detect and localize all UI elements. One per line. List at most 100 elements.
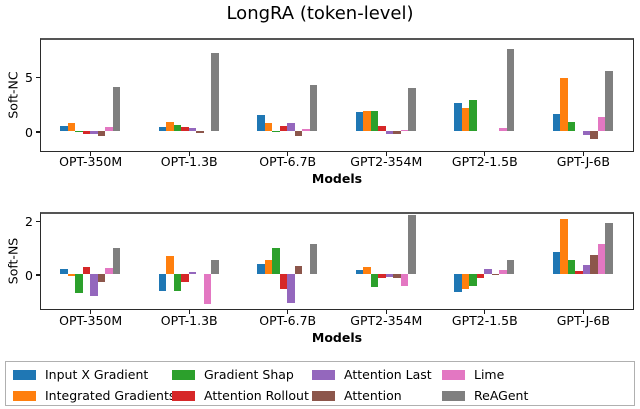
bar-input-x-gradient-gpt-j-6b: [552, 114, 561, 132]
bar-attention-rollout-opt-1-3b: [181, 274, 189, 282]
bar-attention-gpt-j-6b: [590, 131, 598, 139]
x-tick-mark: [582, 152, 584, 156]
x-tick-label-gpt2-1-5b: GPT2-1.5B: [451, 154, 518, 169]
x-tick-mark: [287, 152, 289, 156]
bar-gradient-shap-gpt2-1-5b: [469, 99, 477, 132]
bar-attention-last-opt-1-3b: [188, 272, 197, 275]
bar-reagent-opt-6-7b: [309, 243, 318, 275]
legend-label-lime: Lime: [474, 367, 505, 382]
legend-item-gradient-shap: Gradient Shap: [172, 368, 294, 382]
bar-integrated-gradients-opt-1-3b: [166, 122, 174, 132]
x-tick-label-opt-6-7b: OPT-6.7B: [259, 313, 317, 328]
x-tick-label-opt-350m: OPT-350M: [59, 313, 123, 328]
bar-integrated-gradients-gpt-j-6b: [560, 219, 568, 275]
bar-integrated-gradients-gpt2-354m: [363, 266, 371, 275]
bar-attention-last-opt-6-7b: [287, 274, 295, 303]
legend-swatch-attention-rollout: [172, 391, 195, 401]
bar-integrated-gradients-gpt2-1-5b: [461, 274, 470, 290]
y-tick-mark: [36, 77, 40, 79]
legend-item-reagent: ReAGent: [442, 389, 528, 403]
bar-attention-rollout-gpt2-354m: [378, 274, 386, 278]
bar-gradient-shap-gpt2-1-5b: [469, 274, 477, 286]
bar-attention-gpt2-1-5b: [491, 274, 500, 276]
legend-label-gradient-shap: Gradient Shap: [204, 367, 294, 382]
x-tick-label-opt-1-3b: OPT-1.3B: [160, 313, 218, 328]
legend-swatch-reagent: [442, 391, 465, 401]
bar-integrated-gradients-opt-6-7b: [264, 259, 273, 275]
x-axis-label-top: Models: [311, 171, 363, 186]
bar-attention-rollout-gpt2-1-5b: [476, 274, 485, 278]
bar-gradient-shap-gpt-j-6b: [567, 122, 576, 132]
bar-lime-gpt2-1-5b: [499, 128, 507, 132]
x-tick-mark: [582, 310, 584, 314]
bar-reagent-opt-350m: [112, 247, 121, 275]
bar-gradient-shap-opt-6-7b: [272, 247, 280, 275]
bar-lime-gpt2-354m: [400, 129, 409, 132]
x-axis-label-bottom: Models: [311, 330, 363, 345]
y-tick-label-0: 0: [25, 267, 33, 283]
plot-area-soft-ns: [40, 212, 634, 310]
bar-integrated-gradients-opt-350m: [67, 122, 76, 132]
plot-area-soft-nc: [40, 38, 634, 152]
bar-lime-opt-1-3b: [203, 274, 212, 304]
bar-input-x-gradient-opt-1-3b: [158, 274, 167, 291]
x-tick-mark: [188, 152, 190, 156]
bar-attention-rollout-gpt2-354m: [378, 126, 386, 132]
legend-swatch-input-x-gradient: [13, 370, 36, 380]
bar-input-x-gradient-opt-350m: [60, 269, 68, 275]
bar-integrated-gradients-opt-6-7b: [264, 123, 273, 132]
x-tick-mark: [385, 152, 387, 156]
bar-reagent-opt-1-3b: [211, 259, 219, 275]
legend: Input X Gradient Integrated Gradients Grad…: [5, 361, 635, 406]
y-tick-label-5: 5: [25, 70, 33, 86]
bar-gradient-shap-gpt-j-6b: [567, 259, 576, 275]
y-tick-mark: [36, 131, 40, 133]
y-tick-mark: [36, 274, 40, 276]
x-tick-label-opt-350m: OPT-350M: [59, 154, 123, 169]
x-tick-mark: [385, 310, 387, 314]
legend-label-integrated-gradients: Integrated Gradients: [45, 388, 176, 403]
bar-attention-last-gpt-j-6b: [582, 131, 591, 135]
bar-input-x-gradient-gpt2-1-5b: [454, 103, 462, 132]
bar-integrated-gradients-gpt-j-6b: [560, 78, 568, 132]
bar-attention-last-opt-6-7b: [287, 122, 295, 132]
bar-attention-rollout-opt-6-7b: [279, 274, 288, 290]
x-tick-mark: [287, 310, 289, 314]
legend-item-attention-last: Attention Last: [312, 368, 432, 382]
bar-gradient-shap-opt-350m: [75, 274, 83, 294]
bar-attention-last-opt-350m: [90, 274, 98, 296]
x-tick-label-gpt-j-6b: GPT-J-6B: [556, 313, 610, 328]
bar-attention-last-opt-350m: [90, 131, 98, 135]
bar-input-x-gradient-gpt-j-6b: [552, 251, 561, 275]
bar-reagent-gpt2-354m: [408, 215, 416, 275]
legend-label-attention-last: Attention Last: [344, 367, 432, 382]
bar-attention-rollout-opt-1-3b: [181, 126, 189, 132]
legend-swatch-attention-last: [312, 370, 335, 380]
legend-swatch-lime: [442, 370, 465, 380]
bar-lime-opt-350m: [105, 268, 113, 275]
bar-integrated-gradients-opt-1-3b: [166, 255, 174, 275]
bar-attention-last-gpt2-1-5b: [484, 269, 492, 275]
bar-reagent-gpt-j-6b: [605, 71, 613, 132]
x-tick-mark: [90, 310, 92, 314]
x-tick-label-gpt-j-6b: GPT-J-6B: [556, 154, 610, 169]
bar-gradient-shap-gpt2-354m: [370, 274, 379, 287]
bar-attention-opt-6-7b: [294, 131, 303, 137]
legend-label-attention: Attention: [344, 388, 402, 403]
bar-input-x-gradient-opt-6-7b: [257, 264, 265, 275]
y-tick-label-2: 2: [25, 213, 33, 229]
bar-integrated-gradients-gpt2-354m: [363, 110, 371, 132]
bar-attention-last-gpt2-354m: [385, 131, 394, 134]
bar-lime-gpt2-354m: [400, 274, 409, 286]
bar-integrated-gradients-opt-350m: [67, 274, 76, 277]
x-tick-label-gpt2-1-5b: GPT2-1.5B: [451, 313, 518, 328]
bar-gradient-shap-opt-1-3b: [173, 124, 182, 132]
bar-input-x-gradient-gpt2-354m: [355, 269, 364, 275]
legend-item-lime: Lime: [442, 368, 504, 382]
legend-label-input-x-gradient: Input X Gradient: [45, 367, 149, 382]
bar-integrated-gradients-gpt2-1-5b: [461, 107, 470, 132]
bar-reagent-gpt2-1-5b: [506, 48, 515, 132]
bar-lime-gpt-j-6b: [597, 243, 606, 275]
legend-item-attention: Attention: [312, 389, 402, 403]
bar-attention-rollout-gpt-j-6b: [575, 270, 583, 275]
